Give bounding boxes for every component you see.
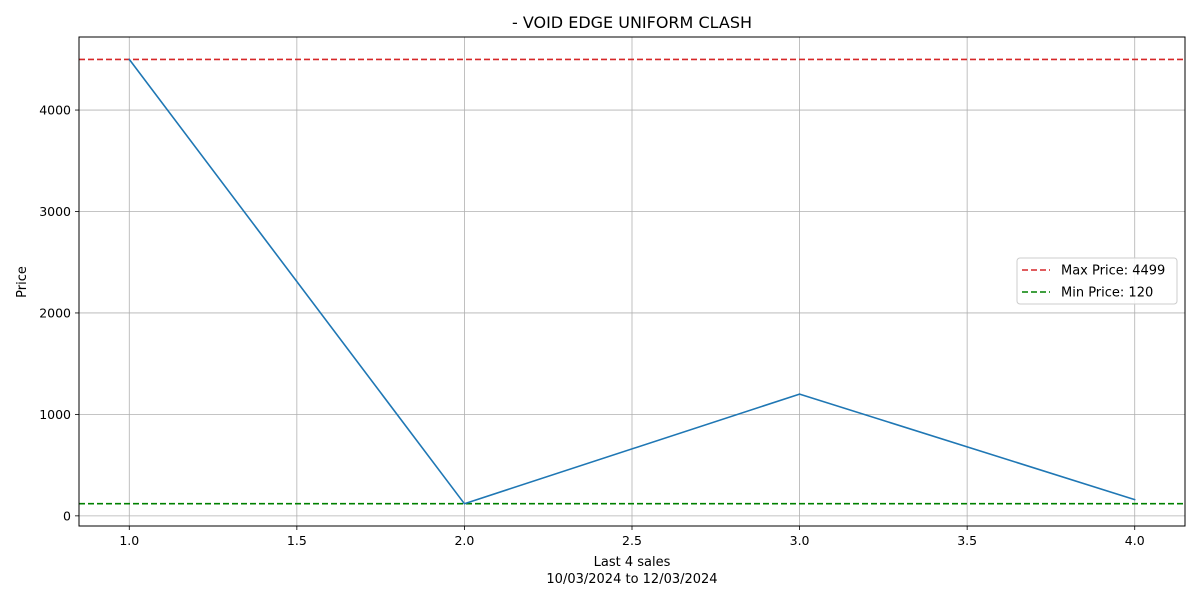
- price-data-point: [128, 58, 131, 61]
- price-data-point: [1133, 498, 1136, 501]
- x-axis-label: Last 4 sales: [594, 555, 671, 570]
- x-tick-label: 3.0: [790, 533, 810, 548]
- x-tick-label: 2.0: [454, 533, 474, 548]
- legend-box: [1016, 257, 1178, 305]
- x-axis-ticks: 1.0 1.5 2.0 2.5 3.0 3.5 4.0: [119, 526, 1145, 548]
- y-tick-label: 2000: [39, 305, 71, 320]
- chart-title: - VOID EDGE UNIFORM CLASH: [512, 13, 752, 32]
- x-tick-label: 4.0: [1125, 533, 1145, 548]
- x-tick-label: 1.5: [287, 533, 307, 548]
- x-tick-label: 3.5: [957, 533, 977, 548]
- legend: Max Price: 4499 Min Price: 120: [1016, 257, 1178, 305]
- x-axis-date-range: 10/03/2024 to 12/03/2024: [546, 572, 717, 587]
- y-tick-label: 3000: [39, 204, 71, 219]
- legend-label: Max Price: 4499: [1061, 264, 1165, 279]
- y-tick-label: 4000: [39, 103, 71, 118]
- x-tick-label: 2.5: [622, 533, 642, 548]
- reference-lines: [79, 58, 1185, 505]
- x-tick-label: 1.0: [119, 533, 139, 548]
- price-data-point: [798, 393, 801, 395]
- y-axis-ticks: 0 1000 2000 3000 4000: [39, 103, 79, 523]
- y-tick-label: 0: [63, 508, 71, 523]
- y-tick-label: 1000: [39, 407, 71, 422]
- price-data-point: [463, 502, 466, 505]
- grid: [79, 37, 1185, 526]
- y-axis-label: Price: [15, 266, 30, 298]
- series-layer: [128, 58, 1136, 505]
- legend-label: Min Price: 120: [1061, 286, 1153, 301]
- price-series-line: [128, 58, 1135, 505]
